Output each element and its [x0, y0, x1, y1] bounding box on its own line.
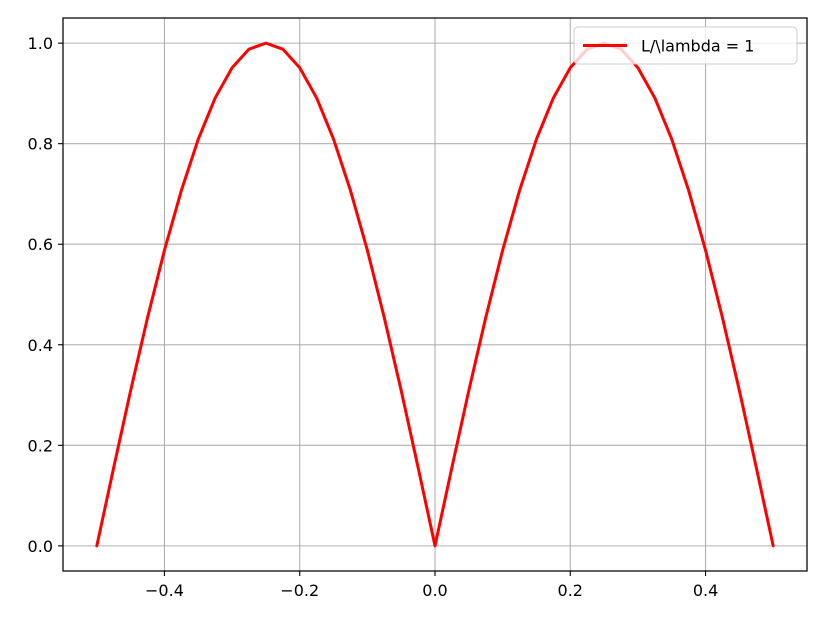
- legend-label: L/\lambda = 1: [641, 37, 754, 56]
- y-tick-label: 0.0: [28, 537, 53, 556]
- y-tick-label: 0.4: [28, 336, 53, 355]
- y-tick-label: 0.6: [28, 235, 53, 254]
- legend-box: [573, 26, 798, 65]
- x-tick-label: −0.4: [145, 581, 184, 600]
- x-tick-label: 0.4: [693, 581, 718, 600]
- y-axis: 0.0 0.2 0.4 0.6 0.8 1.0: [28, 34, 63, 556]
- series-layer: [95, 41, 775, 548]
- x-tick-label: 0.0: [422, 581, 447, 600]
- y-tick-label: 1.0: [28, 34, 53, 53]
- y-tick-label: 0.2: [28, 436, 53, 455]
- y-tick-label: 0.8: [28, 135, 53, 154]
- x-axis: −0.4 −0.2 0.0 0.2 0.4: [145, 571, 718, 600]
- legend: L/\lambda = 1: [573, 26, 798, 65]
- series-line: [95, 41, 775, 548]
- x-tick-label: 0.2: [558, 581, 583, 600]
- grid: [63, 18, 807, 571]
- x-tick-label: −0.2: [280, 581, 319, 600]
